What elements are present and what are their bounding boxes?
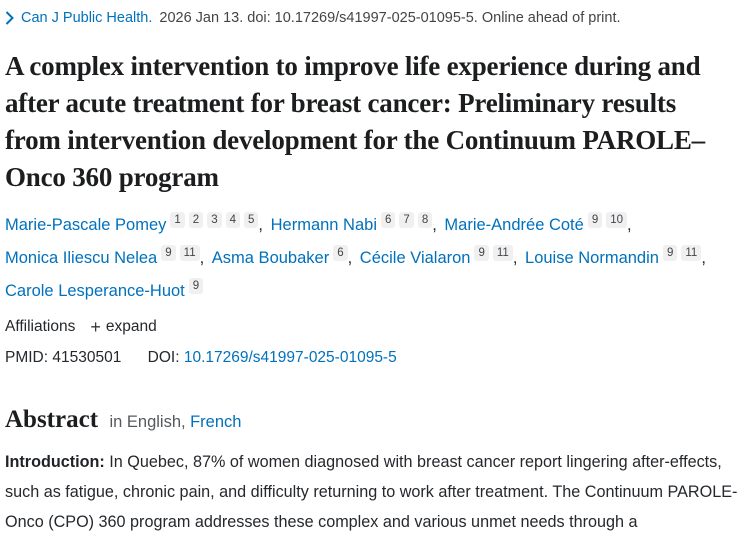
abstract-section-text: In Quebec, 87% of women diagnosed with b… [5,453,738,531]
abstract-language-label: in English, [109,413,186,431]
affiliations-row: Affiliations + expand [5,316,745,338]
pmid-value: 41530501 [52,349,122,366]
author: Marie-Andrée Coté 9 10, [444,209,632,242]
author-separator: , [199,249,205,267]
citation-text: 2026 Jan 13. doi: 10.17269/s41997-025-01… [159,10,621,26]
affiliation-number[interactable]: 11 [179,245,200,261]
affiliation-number[interactable]: 6 [381,212,396,228]
author: Carole Lesperance-Huot 9 [5,275,204,308]
affiliation-number[interactable]: 4 [225,212,241,228]
author-link[interactable]: Asma Boubaker [211,249,330,267]
journal-link[interactable]: Can J Public Health. [21,10,153,26]
author-separator: , [258,216,264,234]
author-link[interactable]: Hermann Nabi [270,216,377,234]
affiliation-number[interactable]: 1 [170,212,185,228]
author-link[interactable]: Monica Iliescu Nelea [5,249,158,267]
abstract-french-link[interactable]: French [190,413,242,431]
author: Monica Iliescu Nelea 9 11, [5,242,204,275]
affiliations-label: Affiliations [5,318,76,335]
author-link[interactable]: Cécile Vialaron [359,249,471,267]
affiliation-number[interactable]: 11 [681,245,702,261]
citation-journal-toggle[interactable] [5,11,14,25]
author-separator: , [512,249,518,267]
author-link[interactable]: Marie-Andrée Coté [444,216,584,234]
author: Louise Normandin 9 11, [525,242,706,275]
abstract-heading: Abstract [5,406,99,433]
affiliation-number[interactable]: 6 [333,245,348,261]
author: Marie-Pascale Pomey 1 2 3 4 5, [5,209,263,242]
author: Hermann Nabi 6 7 8, [271,209,437,242]
plus-icon: + [90,317,101,337]
abstract-paragraph: Introduction: In Quebec, 87% of women di… [5,447,745,537]
doi-link[interactable]: 10.17269/s41997-025-01095-5 [183,349,397,366]
author-link[interactable]: Marie-Pascale Pomey [5,216,167,234]
authors-list: Marie-Pascale Pomey 1 2 3 4 5, Hermann Nabi 6 7… [5,209,745,308]
doi-group: DOI: 10.17269/s41997-025-01095-5 [148,349,397,366]
affiliation-number[interactable]: 7 [399,212,414,228]
expand-label: expand [105,318,157,335]
affiliation-number[interactable]: 11 [492,245,513,261]
affiliation-number[interactable]: 9 [161,245,176,261]
author-link[interactable]: Louise Normandin [525,249,659,267]
article-title: A complex intervention to improve life e… [5,51,705,192]
identifiers-row: PMID: 41530501 DOI: 10.17269/s41997-025-… [5,347,745,369]
affiliation-number[interactable]: 9 [188,278,204,294]
author-separator: , [432,216,437,234]
affiliation-number[interactable]: 9 [587,212,603,228]
author-separator: , [347,249,353,267]
affiliation-number[interactable]: 5 [244,212,259,228]
expand-affiliations-button[interactable]: + expand [90,316,156,338]
affiliation-number[interactable]: 8 [417,212,433,228]
journal-citation: Can J Public Health. 2026 Jan 13. doi: 1… [5,8,745,28]
chevron-right-icon [5,11,14,25]
affiliation-number[interactable]: 9 [474,245,489,261]
author: Asma Boubaker 6, [212,242,352,275]
affiliation-number[interactable]: 9 [662,245,678,261]
author-separator: , [701,249,706,267]
abstract-header: Abstract in English, French [5,406,745,434]
affiliation-number[interactable]: 3 [207,212,222,228]
doi-label: DOI: [147,349,180,366]
author: Cécile Vialaron 9 11, [359,242,518,275]
abstract-section-label: Introduction: [5,453,105,471]
pmid-label: PMID: [5,349,49,366]
affiliation-number[interactable]: 10 [606,212,628,228]
author-separator: , [627,216,632,234]
author-link[interactable]: Carole Lesperance-Huot [5,282,185,300]
affiliation-number[interactable]: 2 [188,212,204,228]
